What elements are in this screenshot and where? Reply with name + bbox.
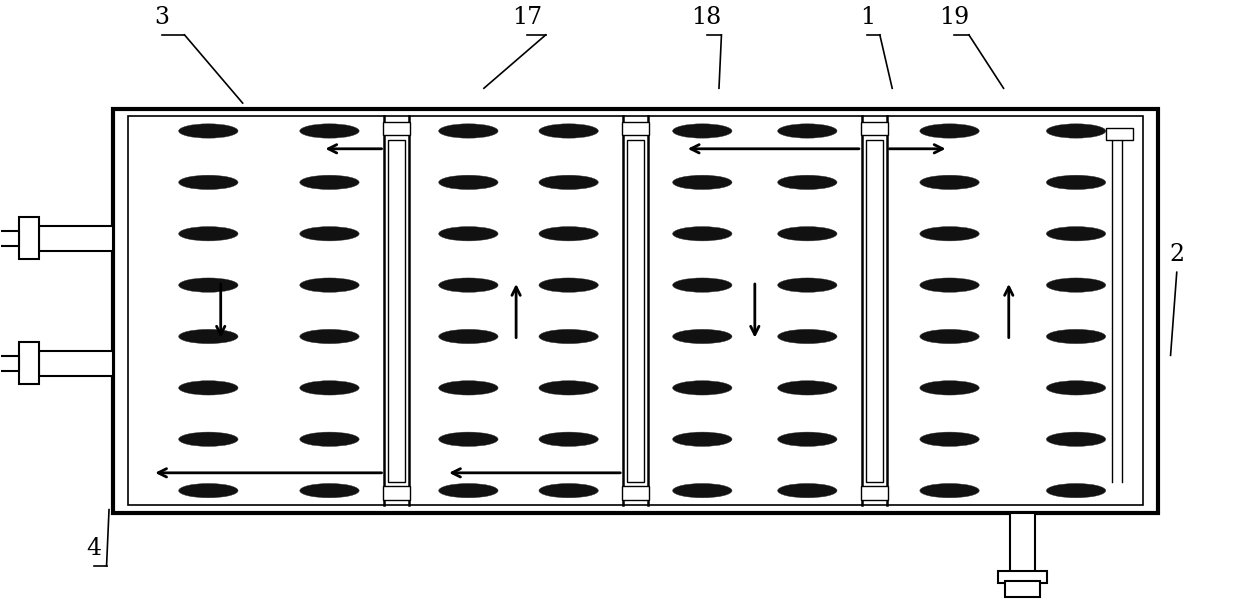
Ellipse shape xyxy=(920,329,980,344)
Ellipse shape xyxy=(439,380,498,395)
Ellipse shape xyxy=(300,124,360,138)
Ellipse shape xyxy=(179,278,238,292)
Ellipse shape xyxy=(300,175,360,189)
Ellipse shape xyxy=(439,175,498,189)
Ellipse shape xyxy=(539,432,599,446)
Ellipse shape xyxy=(179,484,238,498)
Ellipse shape xyxy=(439,278,498,292)
Ellipse shape xyxy=(920,124,980,138)
Ellipse shape xyxy=(777,329,837,344)
Ellipse shape xyxy=(672,380,732,395)
Text: 18: 18 xyxy=(692,6,722,29)
Text: 4: 4 xyxy=(87,537,102,560)
Text: 3: 3 xyxy=(155,6,170,29)
Bar xyxy=(997,571,1047,582)
Bar xyxy=(0,356,19,371)
Bar xyxy=(113,109,1158,513)
Ellipse shape xyxy=(539,278,599,292)
Bar xyxy=(38,226,113,251)
Ellipse shape xyxy=(300,227,360,241)
Bar xyxy=(1004,581,1039,597)
Ellipse shape xyxy=(777,484,837,498)
Ellipse shape xyxy=(439,484,498,498)
Ellipse shape xyxy=(672,329,732,344)
Ellipse shape xyxy=(1047,278,1106,292)
Ellipse shape xyxy=(1047,175,1106,189)
Bar xyxy=(861,487,888,499)
Ellipse shape xyxy=(672,278,732,292)
Ellipse shape xyxy=(920,380,980,395)
Ellipse shape xyxy=(179,432,238,446)
Bar xyxy=(0,231,19,245)
Ellipse shape xyxy=(672,124,732,138)
Bar xyxy=(19,342,38,385)
Bar xyxy=(383,122,410,135)
Ellipse shape xyxy=(1047,329,1106,344)
Ellipse shape xyxy=(920,484,980,498)
Text: 2: 2 xyxy=(1169,243,1184,267)
Ellipse shape xyxy=(1047,227,1106,241)
Bar xyxy=(1106,128,1133,140)
Ellipse shape xyxy=(439,329,498,344)
Ellipse shape xyxy=(179,227,238,241)
Ellipse shape xyxy=(777,227,837,241)
Text: 17: 17 xyxy=(512,6,542,29)
Ellipse shape xyxy=(920,175,980,189)
Bar xyxy=(861,122,888,135)
Ellipse shape xyxy=(539,124,599,138)
Ellipse shape xyxy=(439,432,498,446)
Ellipse shape xyxy=(1047,484,1106,498)
Ellipse shape xyxy=(777,175,837,189)
Ellipse shape xyxy=(539,380,599,395)
Ellipse shape xyxy=(920,278,980,292)
Ellipse shape xyxy=(777,380,837,395)
Ellipse shape xyxy=(539,484,599,498)
Ellipse shape xyxy=(672,227,732,241)
Ellipse shape xyxy=(920,432,980,446)
Ellipse shape xyxy=(439,227,498,241)
Ellipse shape xyxy=(1047,380,1106,395)
Ellipse shape xyxy=(300,380,360,395)
Ellipse shape xyxy=(300,484,360,498)
Ellipse shape xyxy=(777,124,837,138)
Ellipse shape xyxy=(179,329,238,344)
Ellipse shape xyxy=(539,175,599,189)
Text: 1: 1 xyxy=(859,6,875,29)
Text: 19: 19 xyxy=(939,6,970,29)
Bar xyxy=(626,140,644,482)
Bar xyxy=(1009,513,1034,572)
Ellipse shape xyxy=(179,380,238,395)
Ellipse shape xyxy=(539,227,599,241)
Ellipse shape xyxy=(539,329,599,344)
Ellipse shape xyxy=(439,124,498,138)
Ellipse shape xyxy=(920,227,980,241)
Ellipse shape xyxy=(672,484,732,498)
Bar xyxy=(866,140,883,482)
Ellipse shape xyxy=(1047,124,1106,138)
Ellipse shape xyxy=(1047,432,1106,446)
Ellipse shape xyxy=(777,278,837,292)
Bar xyxy=(128,116,1143,505)
Ellipse shape xyxy=(300,329,360,344)
Ellipse shape xyxy=(179,175,238,189)
Bar xyxy=(19,217,38,259)
Bar xyxy=(621,122,649,135)
Ellipse shape xyxy=(179,124,238,138)
Ellipse shape xyxy=(300,278,360,292)
Ellipse shape xyxy=(777,432,837,446)
Bar xyxy=(621,487,649,499)
Ellipse shape xyxy=(300,432,360,446)
Bar xyxy=(383,487,410,499)
Ellipse shape xyxy=(672,432,732,446)
Ellipse shape xyxy=(672,175,732,189)
Bar xyxy=(388,140,405,482)
Bar xyxy=(38,351,113,376)
